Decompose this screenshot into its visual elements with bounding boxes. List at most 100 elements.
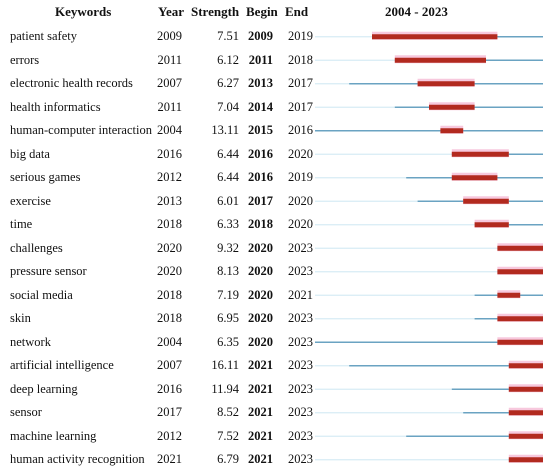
burst-bar [429,104,475,110]
year-value: 2018 [157,217,182,231]
table-row: human activity recognition 2021 6.79 2021 20… [0,448,550,472]
year-value: 2021 [157,452,182,466]
table-row: network 2004 6.35 2020 2023 [0,331,550,355]
strength-value: 8.13 [217,264,239,278]
end-value: 2019 [288,29,313,43]
burst-bar [463,198,509,204]
table-row: social media 2018 7.19 2020 2021 [0,284,550,308]
keyword-label: big data [10,146,50,161]
header-keywords: Keywords [55,4,112,19]
header-end: End [285,4,309,19]
table-row: challenges 2020 9.32 2020 2023 [0,237,550,261]
keyword-label: exercise [10,193,51,208]
strength-value: 6.33 [217,217,239,231]
burst-bar [508,386,543,392]
burst-bar [508,433,543,439]
end-value: 2023 [288,334,313,349]
keyword-label: social media [10,287,73,302]
burst-bar [497,269,543,275]
end-value: 2017 [288,99,313,114]
keyword-label: human-computer interaction [10,123,152,137]
table-row: patient safety 2009 7.51 2009 2019 [0,25,550,49]
year-value: 2004 [157,123,182,137]
end-value: 2017 [288,76,313,90]
begin-value: 2020 [248,287,273,302]
begin-value: 2018 [248,217,273,231]
year-value: 2016 [157,381,182,396]
begin-value: 2016 [248,146,273,161]
begin-value: 2013 [248,76,273,90]
keyword-label: electronic health records [10,76,133,90]
end-value: 2023 [288,452,313,466]
table-row: artificial intelligence 2007 16.11 2021 2023 [0,354,550,378]
burst-bar [417,81,475,87]
strength-value: 7.52 [217,428,239,443]
strength-value: 6.95 [217,311,239,325]
begin-value: 2017 [248,193,273,208]
keyword-label: pressure sensor [10,264,87,278]
strength-value: 7.51 [217,29,239,43]
table-row: serious games 2012 6.44 2016 2019 [0,166,550,190]
keyword-label: challenges [10,240,63,255]
burst-bar [497,339,543,345]
strength-value: 8.52 [217,405,239,419]
begin-value: 2020 [248,311,273,325]
begin-value: 2021 [248,381,273,396]
header-strength: Strength [191,4,240,19]
burst-bar [497,245,543,251]
table-row: big data 2016 6.44 2016 2020 [0,143,550,167]
strength-value: 6.79 [217,452,239,466]
table-row: exercise 2013 6.01 2017 2020 [0,190,550,214]
table-row: errors 2011 6.12 2011 2018 [0,49,550,73]
table-row: deep learning 2016 11.94 2021 2023 [0,378,550,402]
strength-value: 7.04 [217,99,239,114]
end-value: 2020 [288,146,313,161]
year-value: 2020 [157,240,182,255]
end-value: 2023 [288,381,313,396]
strength-value: 6.12 [217,52,239,67]
keyword-label: errors [10,52,40,67]
strength-value: 6.44 [217,170,239,184]
end-value: 2023 [288,428,313,443]
keyword-label: network [10,334,51,349]
begin-value: 2021 [248,452,273,466]
strength-value: 11.94 [211,381,239,396]
strength-value: 6.01 [217,193,239,208]
keyword-label: artificial intelligence [10,358,114,372]
table-row: time 2018 6.33 2018 2020 [0,213,550,237]
keyword-label: serious games [10,170,81,184]
strength-value: 6.27 [217,76,239,90]
table-row: human-computer interaction 2004 13.11 2015 2… [0,119,550,143]
end-value: 2023 [288,240,313,255]
burst-bar [508,410,543,416]
keyword-label: deep learning [10,381,78,396]
year-value: 2007 [157,358,182,372]
end-value: 2020 [288,217,313,231]
strength-value: 6.44 [217,146,239,161]
year-value: 2017 [157,405,182,419]
year-value: 2018 [157,287,182,302]
begin-value: 2020 [248,334,273,349]
burst-bar [497,316,543,322]
begin-value: 2016 [248,170,273,184]
table-row: pressure sensor 2020 8.13 2020 2023 [0,260,550,284]
end-value: 2019 [288,170,313,184]
begin-value: 2020 [248,264,273,278]
burst-bar [497,292,521,298]
begin-value: 2009 [248,29,273,43]
year-value: 2018 [157,311,182,325]
end-value: 2023 [288,358,313,372]
burst-bar [372,34,498,40]
strength-value: 6.35 [217,334,239,349]
end-value: 2016 [288,123,313,137]
begin-value: 2021 [248,405,273,419]
keyword-label: sensor [10,405,42,419]
begin-value: 2015 [248,123,273,137]
keyword-label: time [10,217,33,231]
burst-bar [451,151,509,157]
begin-value: 2020 [248,240,273,255]
keyword-label: patient safety [10,29,77,43]
begin-value: 2011 [248,52,273,67]
year-value: 2007 [157,76,182,90]
strength-value: 16.11 [211,358,239,372]
